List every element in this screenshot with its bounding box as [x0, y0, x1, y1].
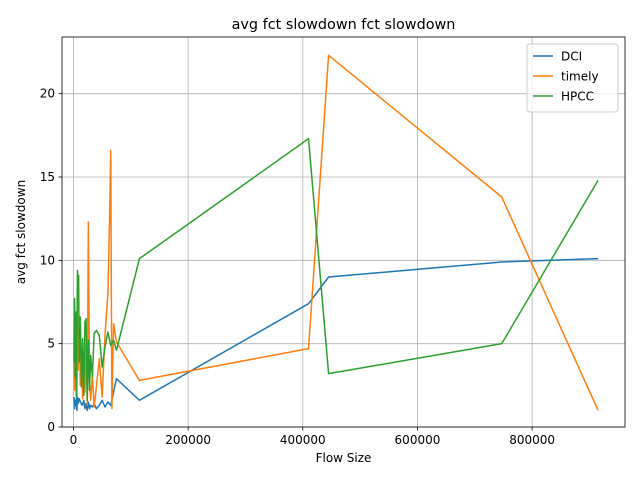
series-line-hpcc [73, 137, 599, 402]
legend-label-hpcc: HPCC [561, 90, 594, 104]
legend-label-timely: timely [561, 70, 599, 84]
y-tick-label: 20 [40, 87, 55, 101]
x-tick-label: 0 [70, 433, 78, 447]
legend: DCI timely HPCC [526, 43, 619, 113]
y-tick-label: 15 [40, 170, 55, 184]
series-line-dci [73, 257, 599, 412]
x-tick-label: 600000 [395, 433, 441, 447]
y-tick-label: 5 [47, 337, 55, 351]
legend-label-dci: DCI [561, 50, 582, 64]
y-axis-label: avg fct slowdown [14, 180, 28, 284]
x-axis-label: Flow Size [316, 451, 372, 465]
x-tick-label: 400000 [280, 433, 326, 447]
legend-box [526, 43, 619, 113]
axes-frame [61, 36, 626, 428]
y-tick-label: 0 [47, 420, 55, 434]
y-tick-label: 10 [40, 253, 55, 267]
x-axis-ticks: 0 200000 400000 600000 800000 [70, 427, 555, 447]
x-tick-label: 200000 [165, 433, 211, 447]
chart-title: avg fct slowdown fct slowdown [232, 17, 456, 33]
y-axis-ticks: 0 5 10 15 20 [40, 87, 62, 434]
series-lines [73, 54, 599, 412]
x-tick-label: 800000 [509, 433, 555, 447]
